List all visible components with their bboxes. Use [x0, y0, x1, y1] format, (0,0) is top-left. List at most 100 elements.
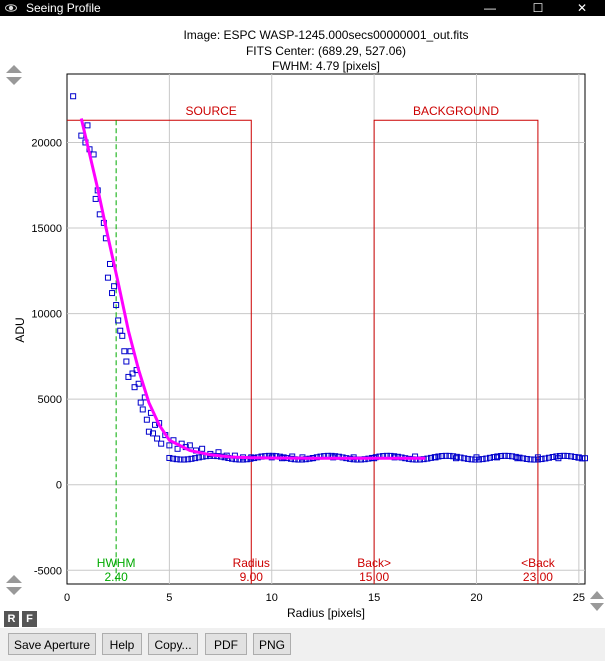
pdf-button[interactable]: PDF — [205, 633, 247, 655]
data-point — [509, 453, 516, 460]
data-point — [131, 384, 138, 391]
data-point — [123, 358, 130, 365]
data-point — [560, 452, 567, 459]
data-point — [139, 406, 146, 413]
data-point — [199, 445, 206, 452]
data-point — [446, 452, 453, 459]
data-point — [181, 456, 188, 463]
x-tick-label: 0 — [64, 592, 70, 604]
data-point — [442, 452, 449, 459]
y-scale-down-arrows[interactable] — [4, 573, 24, 597]
x-tick-label: 5 — [166, 592, 172, 604]
app-icon — [5, 4, 17, 12]
fit-curve — [79, 118, 426, 460]
data-point — [90, 151, 97, 158]
data-point — [158, 440, 165, 447]
data-point — [92, 195, 99, 202]
data-point — [173, 456, 180, 463]
data-point — [170, 455, 177, 462]
data-point — [531, 456, 538, 463]
data-point — [145, 428, 152, 435]
data-point — [542, 455, 549, 462]
data-point — [553, 453, 560, 460]
data-point — [453, 453, 460, 460]
data-point — [129, 370, 136, 377]
data-point — [186, 442, 193, 449]
data-point — [137, 399, 144, 406]
y-scale-up-arrows[interactable] — [4, 63, 24, 87]
data-point — [579, 455, 586, 462]
y-tick-label: -5000 — [34, 565, 62, 577]
data-point — [475, 456, 482, 463]
background-label: BACKGROUND — [413, 104, 499, 118]
data-point — [538, 456, 545, 463]
copy-button[interactable]: Copy... — [148, 633, 198, 655]
y-tick-label: 10000 — [31, 309, 62, 321]
y-tick-label: 20000 — [31, 137, 62, 149]
data-point — [568, 453, 575, 460]
data-point — [121, 348, 128, 355]
data-point — [512, 453, 519, 460]
y-tick-label: 15000 — [31, 223, 62, 235]
data-point — [135, 380, 142, 387]
data-point — [505, 452, 512, 459]
data-point — [575, 454, 582, 461]
aperture-value: 9.00 — [240, 570, 264, 584]
x-axis-label: Radius [pixels] — [287, 606, 365, 620]
source-label: SOURCE — [185, 104, 236, 118]
f-button[interactable]: F — [22, 611, 37, 627]
source-aperture-line — [67, 119, 252, 584]
data-point — [154, 435, 161, 442]
plot-frame — [66, 73, 586, 585]
data-point — [431, 454, 438, 461]
aperture-value: 2.40 — [104, 570, 128, 584]
close-button[interactable]: ✕ — [576, 1, 588, 15]
data-point — [571, 453, 578, 460]
data-point — [113, 302, 120, 309]
data-point — [111, 283, 118, 290]
data-point — [166, 442, 173, 449]
data-point — [78, 132, 85, 139]
data-point — [119, 332, 126, 339]
aperture-label: Radius — [233, 556, 270, 570]
y-tick-label: 5000 — [38, 394, 62, 406]
data-point — [188, 455, 195, 462]
data-point — [166, 454, 173, 461]
data-point — [498, 453, 505, 460]
y-axis-label: ADU — [13, 317, 27, 342]
data-point — [174, 445, 181, 452]
data-point — [545, 454, 552, 461]
help-button[interactable]: Help — [102, 633, 142, 655]
maximize-button[interactable]: ☐ — [532, 1, 544, 15]
data-point — [479, 456, 486, 463]
y-tick-label: 0 — [56, 480, 62, 492]
r-button[interactable]: R — [4, 611, 19, 627]
x-tick-label: 25 — [573, 592, 585, 604]
data-point — [450, 453, 457, 460]
data-point — [439, 453, 446, 460]
x-scale-right-arrows[interactable] — [587, 589, 605, 613]
data-point — [149, 430, 156, 437]
aperture-value: 23.00 — [523, 570, 553, 584]
save-aperture-button[interactable]: Save Aperture — [8, 633, 96, 655]
png-button[interactable]: PNG — [253, 633, 291, 655]
data-point — [494, 453, 501, 460]
data-point — [177, 456, 184, 463]
data-point — [104, 274, 111, 281]
data-point — [486, 454, 493, 461]
data-point — [472, 456, 479, 463]
background-annulus-line — [373, 119, 539, 584]
data-point — [184, 456, 191, 463]
x-tick-label: 10 — [266, 592, 278, 604]
data-point — [534, 456, 541, 463]
x-tick-label: 20 — [470, 592, 482, 604]
data-point — [143, 416, 150, 423]
data-point — [549, 454, 556, 461]
button-bar: Save Aperture Help Copy... PDF PNG — [0, 628, 605, 661]
data-point — [483, 455, 490, 462]
data-point — [468, 456, 475, 463]
fits-center: FITS Center: (689.29, 527.06) — [246, 44, 406, 58]
data-point — [106, 260, 113, 267]
data-point — [117, 327, 124, 334]
minimize-button[interactable]: — — [484, 1, 496, 15]
